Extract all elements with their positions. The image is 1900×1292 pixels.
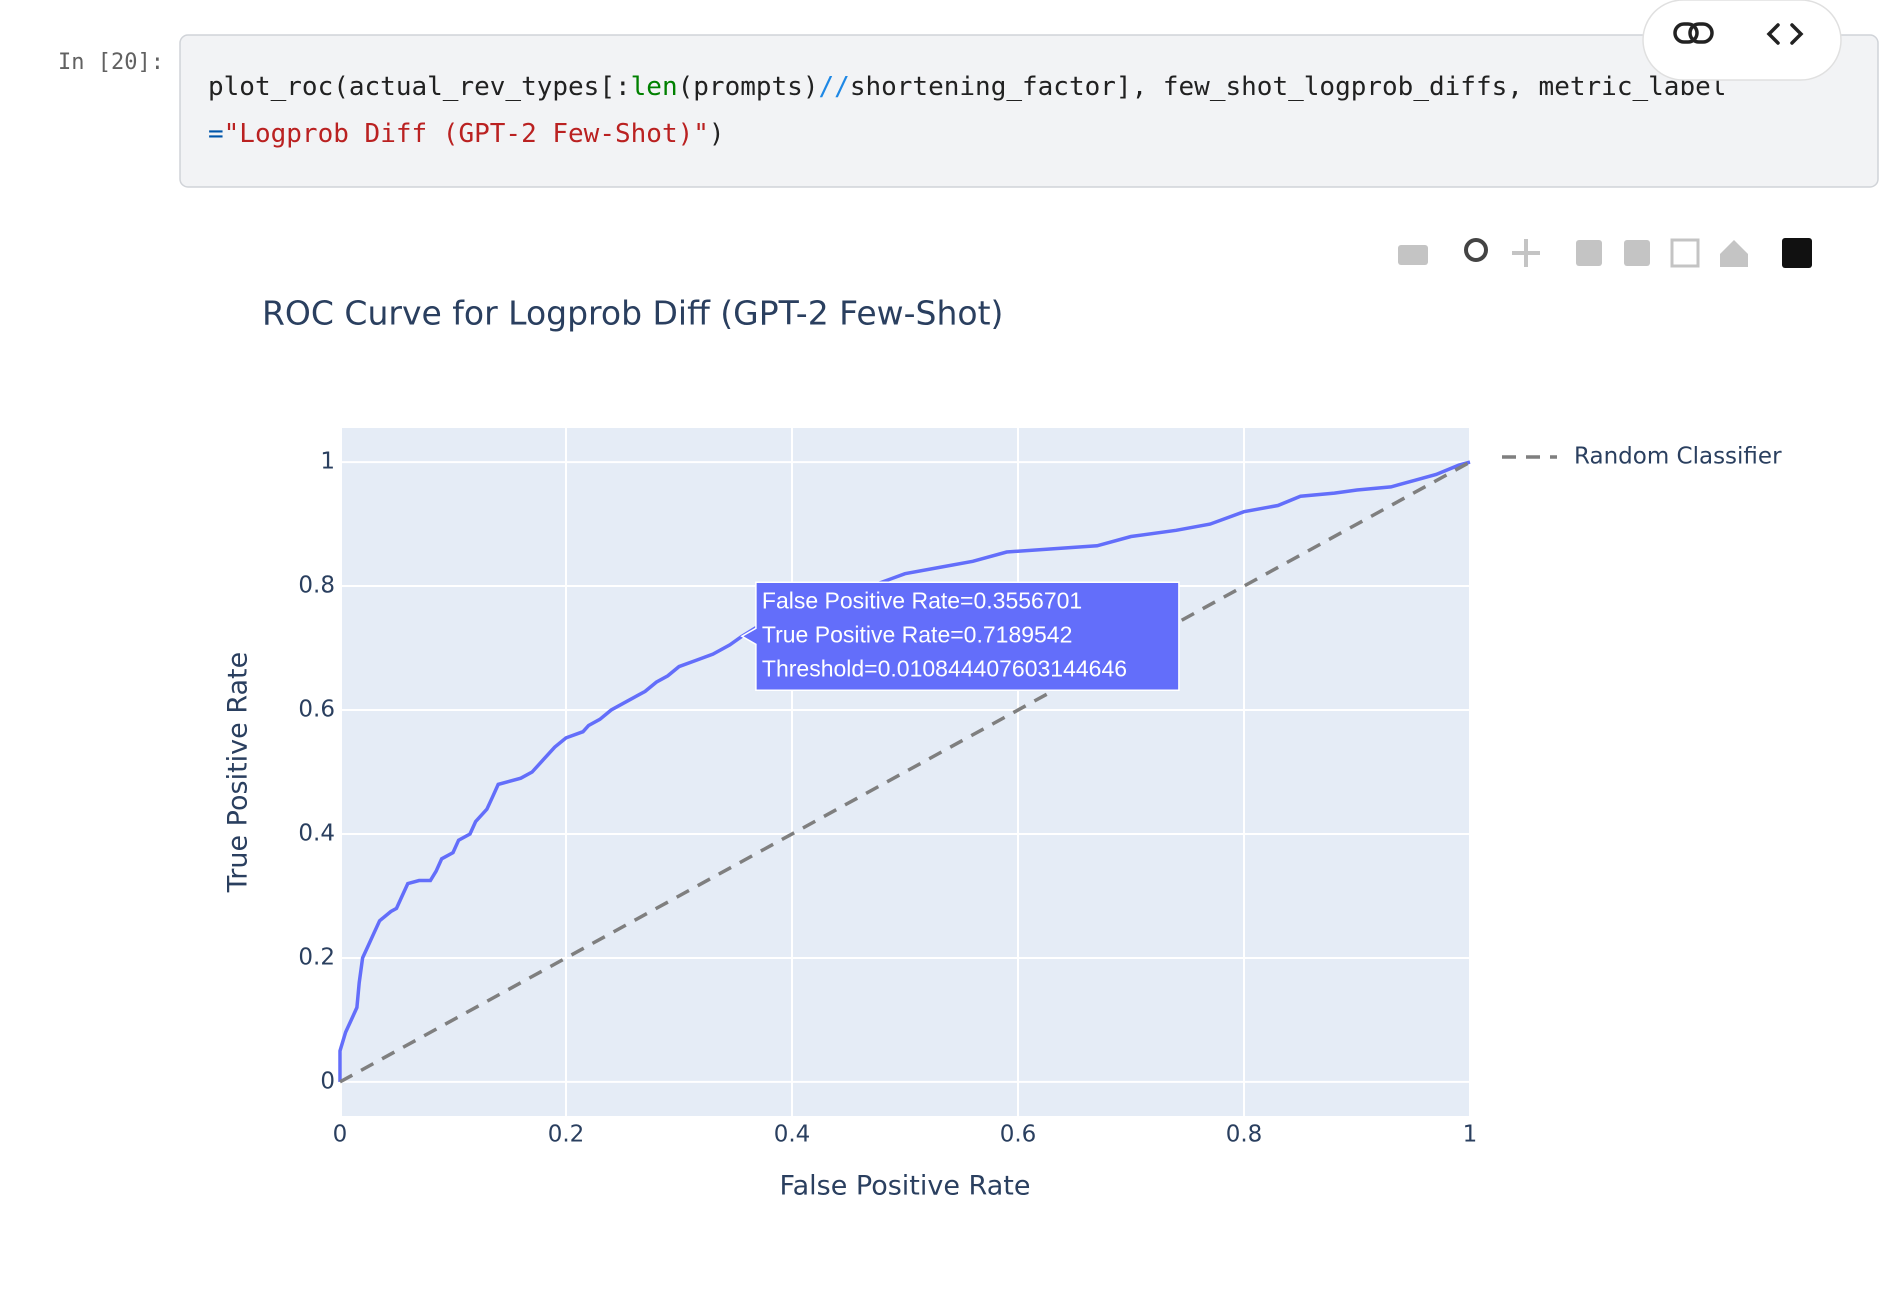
- legend-label: Random Classifier: [1574, 444, 1782, 470]
- code-token: "Logprob Diff (GPT-2 Few-Shot)": [224, 119, 709, 149]
- link-button[interactable]: [1673, 22, 1714, 44]
- y-tick-label: 0: [320, 1068, 335, 1094]
- code-line: plot_roc(actual_rev_types[:len(prompts)/…: [208, 72, 1726, 102]
- y-tick-label: 1: [320, 449, 335, 475]
- x-tick-label: 0.4: [774, 1122, 811, 1148]
- cell-prompt: In [20]:: [58, 50, 164, 75]
- camera-button[interactable]: [1398, 245, 1428, 265]
- code-token: (prompts): [678, 72, 819, 102]
- code-cell[interactable]: [179, 34, 1879, 188]
- chart-title: ROC Curve for Logprob Diff (GPT-2 Few-Sh…: [262, 294, 1003, 333]
- x-tick-label: 1: [1463, 1122, 1478, 1148]
- x-tick-label: 0: [333, 1122, 348, 1148]
- reset-button[interactable]: [1720, 240, 1748, 267]
- x-tick-label: 0.6: [1000, 1122, 1037, 1148]
- plot-area: [340, 428, 1470, 1116]
- code-token: =: [208, 119, 224, 149]
- y-tick-label: 0.8: [298, 573, 335, 599]
- modebar: [1398, 238, 1812, 268]
- y-tick-label: 0.6: [298, 697, 335, 723]
- hover-text: False Positive Rate=0.3556701: [762, 587, 1082, 613]
- x-tick-label: 0.2: [548, 1122, 585, 1148]
- hover-text: Threshold=0.010844407603144646: [762, 655, 1127, 681]
- hover-box: [740, 581, 1180, 692]
- code-token: ): [709, 119, 725, 149]
- plotly-logo[interactable]: [1782, 238, 1812, 268]
- zoom-in-button[interactable]: [1576, 240, 1602, 266]
- pan-button[interactable]: [1512, 239, 1540, 267]
- zoom-button[interactable]: [1464, 238, 1488, 262]
- chart: ROC Curve for Logprob Diff (GPT-2 Few-Sh…: [223, 294, 1031, 1202]
- action-pill: [1642, 0, 1842, 81]
- y-tick-label: 0.2: [298, 944, 335, 970]
- code-token: //: [819, 72, 850, 102]
- y-axis-title: True Positive Rate: [223, 652, 254, 894]
- hover-label: False Positive Rate=0.3556701 True Positi…: [740, 581, 1180, 692]
- autoscale-button[interactable]: [1670, 238, 1700, 268]
- y-tick-label: 0.4: [298, 820, 335, 846]
- code-token: plot_roc(actual_rev_types[:: [208, 72, 631, 102]
- code-token: len: [631, 72, 678, 102]
- hover-text: True Positive Rate=0.7189542: [762, 621, 1073, 647]
- zoom-out-button[interactable]: [1624, 240, 1650, 266]
- cell-actions: [1642, 0, 1842, 81]
- series-line: [338, 460, 1471, 1082]
- code-token: shortening_factor], few_shot_logprob_dif…: [850, 72, 1727, 102]
- code-line: ="Logprob Diff (GPT-2 Few-Shot)"): [208, 119, 725, 149]
- legend-item: Random Classifier: [1502, 444, 1782, 470]
- x-axis-title: False Positive Rate: [780, 1171, 1031, 1202]
- code-button[interactable]: [1766, 23, 1804, 45]
- x-tick-label: 0.8: [1226, 1122, 1263, 1148]
